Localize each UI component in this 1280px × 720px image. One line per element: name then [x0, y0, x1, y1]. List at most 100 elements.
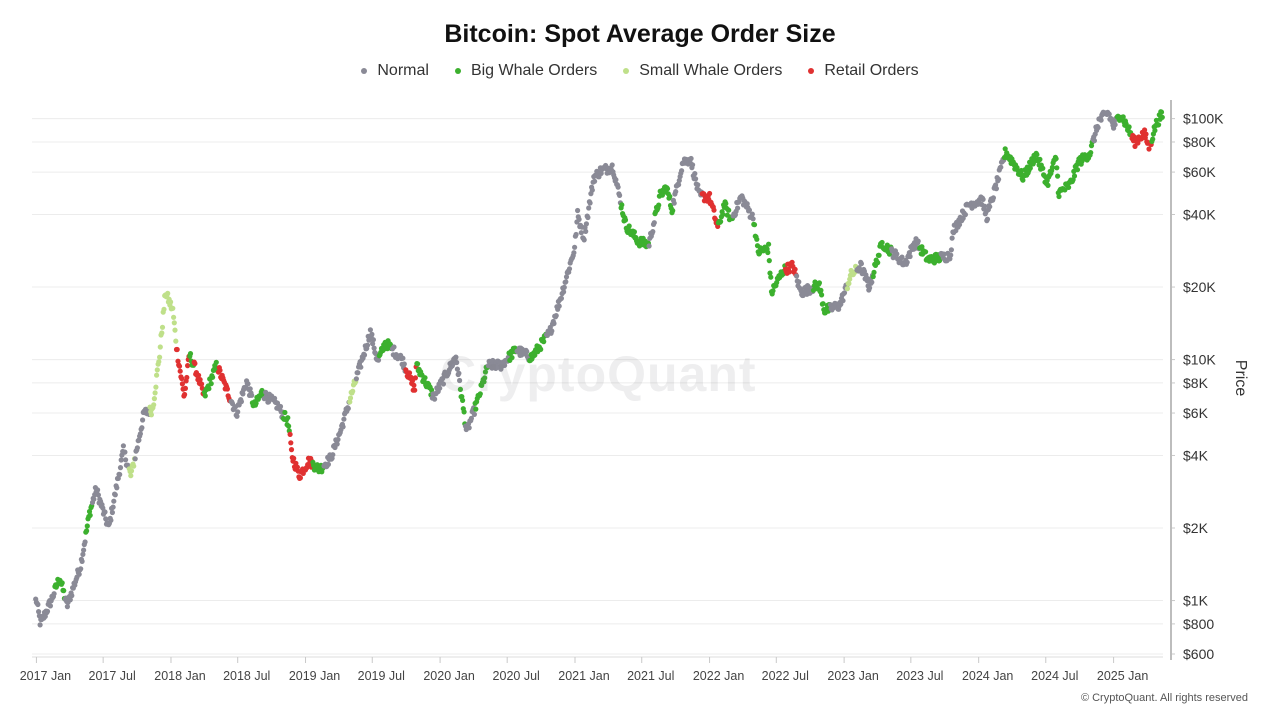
data-point [869, 279, 875, 285]
data-point [238, 399, 244, 405]
data-point [168, 299, 174, 305]
legend-item[interactable]: Small Whale Orders [623, 62, 782, 80]
data-point [466, 425, 472, 431]
data-point [325, 461, 331, 467]
data-point [844, 286, 851, 292]
data-point [148, 412, 154, 418]
data-point [456, 370, 462, 376]
data-point [980, 196, 986, 202]
data-point [355, 370, 361, 376]
data-point [524, 348, 530, 355]
legend-item[interactable]: Normal [361, 62, 429, 80]
data-point [613, 177, 619, 183]
data-point [899, 254, 905, 260]
data-point [735, 205, 741, 211]
data-point [87, 512, 93, 518]
data-point [876, 252, 882, 258]
data-point [670, 208, 676, 214]
data-point [84, 528, 90, 534]
data-point [76, 571, 82, 577]
x-tick-label: 2023 Jan [827, 669, 878, 683]
data-point [949, 235, 955, 241]
data-point [161, 306, 167, 312]
data-point [1056, 193, 1062, 200]
data-point [335, 436, 341, 443]
x-tick-label: 2024 Jan [962, 669, 1013, 683]
data-point [286, 423, 292, 429]
data-point [64, 604, 70, 610]
data-point [114, 485, 120, 491]
data-point [457, 377, 463, 384]
data-point [673, 189, 679, 195]
data-point [192, 360, 198, 367]
data-point [786, 269, 792, 275]
legend-item[interactable]: Retail Orders [808, 62, 919, 80]
data-point [1045, 182, 1051, 188]
data-point [1088, 150, 1094, 156]
data-point [541, 339, 547, 345]
data-point [120, 443, 126, 449]
data-point [549, 328, 555, 334]
data-point [956, 222, 963, 228]
data-point [80, 551, 86, 558]
data-point [91, 496, 97, 502]
data-point [412, 375, 418, 381]
data-point [1112, 122, 1118, 128]
data-point [152, 390, 158, 396]
data-point [139, 425, 145, 431]
data-point [509, 355, 515, 361]
data-point [36, 609, 42, 615]
data-point [558, 295, 565, 301]
data-point [695, 182, 701, 188]
data-point [370, 337, 376, 343]
data-point [179, 375, 185, 382]
data-point [553, 313, 559, 319]
legend-item[interactable]: Big Whale Orders [454, 62, 597, 80]
data-point [81, 547, 87, 553]
data-point [919, 244, 925, 250]
data-point [993, 186, 1000, 192]
data-point [165, 290, 171, 296]
data-point [461, 409, 467, 415]
data-point [998, 164, 1004, 170]
data-point [103, 516, 109, 522]
data-point [1071, 173, 1078, 179]
data-point [140, 417, 146, 423]
data-point [334, 441, 340, 447]
data-point [157, 344, 163, 350]
data-point [923, 249, 929, 255]
data-point [134, 445, 140, 451]
data-point [234, 413, 240, 419]
data-point [422, 375, 428, 381]
data-point [159, 330, 165, 336]
data-point [561, 289, 567, 295]
data-point [556, 303, 562, 309]
data-point [587, 200, 593, 206]
x-tick-label: 2025 Jan [1097, 669, 1148, 683]
data-point [353, 376, 359, 382]
data-point [122, 449, 128, 455]
data-point [473, 406, 479, 412]
data-point [1098, 117, 1104, 123]
data-point [364, 342, 371, 348]
data-point [482, 375, 488, 381]
data-point [412, 387, 418, 393]
data-point [217, 367, 223, 373]
data-point [816, 280, 823, 286]
data-point [37, 622, 43, 628]
y-tick-label: $60K [1183, 164, 1216, 180]
data-point [1106, 111, 1112, 117]
x-tick-label: 2021 Jul [627, 669, 674, 683]
data-point [213, 359, 219, 365]
data-point [111, 498, 117, 504]
data-point [770, 288, 776, 294]
data-point [285, 415, 291, 421]
data-point [598, 170, 604, 176]
x-tick-label: 2020 Jul [493, 669, 540, 683]
data-point [35, 601, 41, 608]
data-point [987, 204, 993, 210]
data-point [667, 193, 673, 200]
data-point [789, 259, 795, 265]
data-point [840, 298, 846, 304]
